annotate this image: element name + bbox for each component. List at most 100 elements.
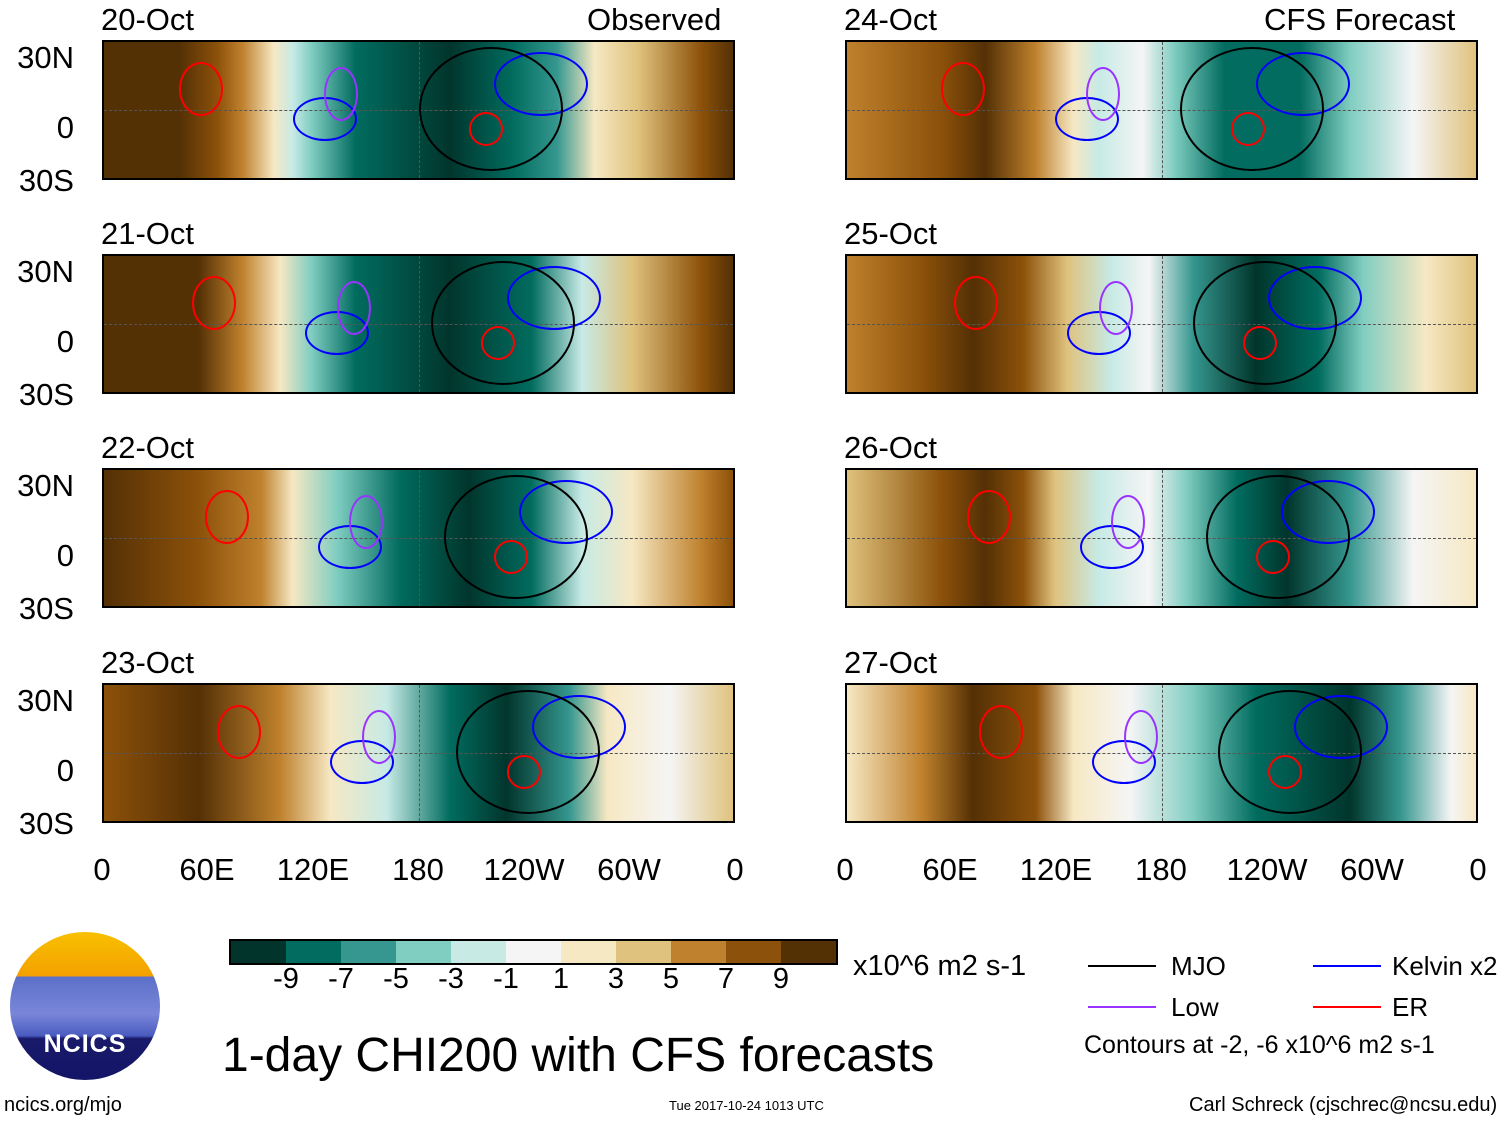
- colorbar: [229, 939, 838, 965]
- colorbar-label: -5: [383, 963, 409, 995]
- contour-line: [418, 47, 563, 171]
- contour-line: [1192, 261, 1337, 385]
- contour-line: [456, 690, 601, 814]
- panel-date: 24-Oct: [844, 2, 938, 37]
- panel-date: 25-Oct: [844, 216, 938, 251]
- contour-line: [336, 281, 371, 335]
- contour-line: [481, 326, 516, 360]
- lat-tick: 30N: [17, 468, 74, 503]
- dateline: [418, 256, 420, 392]
- contour-line: [979, 705, 1024, 759]
- observed-map-panel: [102, 683, 735, 823]
- contour-line: [204, 490, 249, 544]
- forecast-map-panel: [845, 683, 1478, 823]
- colorbar-bin: [451, 941, 506, 963]
- lat-tick: 0: [56, 324, 74, 359]
- colorbar-label: 5: [662, 963, 680, 995]
- lon-tick: 0: [93, 852, 111, 887]
- kelvin-legend-label: Kelvin x2: [1392, 951, 1498, 981]
- lon-tick: 60W: [597, 852, 661, 887]
- colorbar-bin: [671, 941, 726, 963]
- colorbar-units: x10^6 m2 s-1: [853, 950, 1027, 982]
- colorbar-bin: [506, 941, 561, 963]
- colorbar-label: 7: [717, 963, 735, 995]
- contour-line: [1180, 47, 1325, 171]
- contour-line: [941, 62, 986, 116]
- lat-tick: 30S: [18, 377, 74, 412]
- colorbar-bin: [781, 941, 836, 963]
- timestamp: Tue 2017-10-24 1013 UTC: [669, 1098, 824, 1113]
- contour-line: [468, 112, 503, 146]
- dateline: [418, 470, 420, 606]
- panel-date: 21-Oct: [101, 216, 195, 251]
- lat-tick: 30N: [17, 254, 74, 289]
- er-legend-line: [1313, 1006, 1381, 1008]
- contour-line: [1098, 281, 1133, 335]
- colorbar-label: -7: [328, 963, 354, 995]
- contour-note: Contours at -2, -6 x10^6 m2 s-1: [1084, 1031, 1435, 1059]
- forecast-map-panel: [845, 468, 1478, 608]
- contour-line: [179, 62, 224, 116]
- observed-map-panel: [102, 254, 735, 394]
- panel-date: 27-Oct: [844, 645, 938, 680]
- forecast-map-panel: [845, 254, 1478, 394]
- lon-tick: 0: [726, 852, 744, 887]
- panel-date: 26-Oct: [844, 430, 938, 465]
- contour-line: [1111, 495, 1146, 549]
- contour-line: [443, 475, 588, 599]
- lon-tick: 120W: [483, 852, 565, 887]
- colorbar-bin: [726, 941, 781, 963]
- lon-tick: 120W: [1226, 852, 1308, 887]
- contour-line: [217, 705, 262, 759]
- mjo-legend-label: MJO: [1171, 951, 1226, 981]
- author: Carl Schreck (cjschrec@ncsu.edu): [1189, 1094, 1498, 1116]
- lat-tick: 30S: [18, 806, 74, 841]
- observed-map-panel: [102, 40, 735, 180]
- colorbar-bin: [616, 941, 671, 963]
- low-legend-label: Low: [1171, 992, 1219, 1022]
- website-link[interactable]: ncics.org/mjo: [4, 1094, 122, 1116]
- colorbar-label: 3: [607, 963, 625, 995]
- dateline: [1161, 685, 1163, 821]
- lat-tick: 30S: [18, 163, 74, 198]
- colorbar-bin: [231, 941, 286, 963]
- mjo-legend-line: [1088, 965, 1156, 967]
- contour-line: [1218, 690, 1363, 814]
- colorbar-label: -3: [438, 963, 464, 995]
- dateline: [418, 685, 420, 821]
- lon-tick: 60E: [922, 852, 978, 887]
- lon-tick: 60E: [179, 852, 235, 887]
- lon-tick: 60W: [1340, 852, 1404, 887]
- lon-tick: 180: [392, 852, 444, 887]
- contour-line: [349, 495, 384, 549]
- logo-text: NCICS: [43, 1030, 127, 1058]
- lat-tick: 0: [56, 538, 74, 573]
- contour-line: [192, 276, 237, 330]
- dateline: [1161, 470, 1163, 606]
- colorbar-label: -9: [273, 963, 299, 995]
- lat-tick: 30N: [17, 683, 74, 718]
- panel-date: 23-Oct: [101, 645, 195, 680]
- contour-line: [966, 490, 1011, 544]
- lon-tick: 180: [1135, 852, 1187, 887]
- contour-line: [324, 67, 359, 121]
- lat-tick: 0: [56, 753, 74, 788]
- contour-line: [1123, 710, 1158, 764]
- dateline: [1161, 42, 1163, 178]
- dateline: [1161, 256, 1163, 392]
- panel-date: 20-Oct: [101, 2, 195, 37]
- er-legend-label: ER: [1392, 992, 1429, 1022]
- lon-tick: 0: [1469, 852, 1487, 887]
- forecast-map-panel: [845, 40, 1478, 180]
- colorbar-bin: [341, 941, 396, 963]
- observed-label: Observed: [587, 2, 722, 37]
- colorbar-label: 1: [552, 963, 570, 995]
- observed-map-panel: [102, 468, 735, 608]
- contour-line: [953, 276, 998, 330]
- colorbar-label: 9: [772, 963, 790, 995]
- figure-title: 1-day CHI200 with CFS forecasts: [222, 1029, 935, 1082]
- low-legend-line: [1088, 1006, 1156, 1008]
- colorbar-bin: [286, 941, 341, 963]
- contour-line: [493, 540, 528, 574]
- colorbar-bin: [561, 941, 616, 963]
